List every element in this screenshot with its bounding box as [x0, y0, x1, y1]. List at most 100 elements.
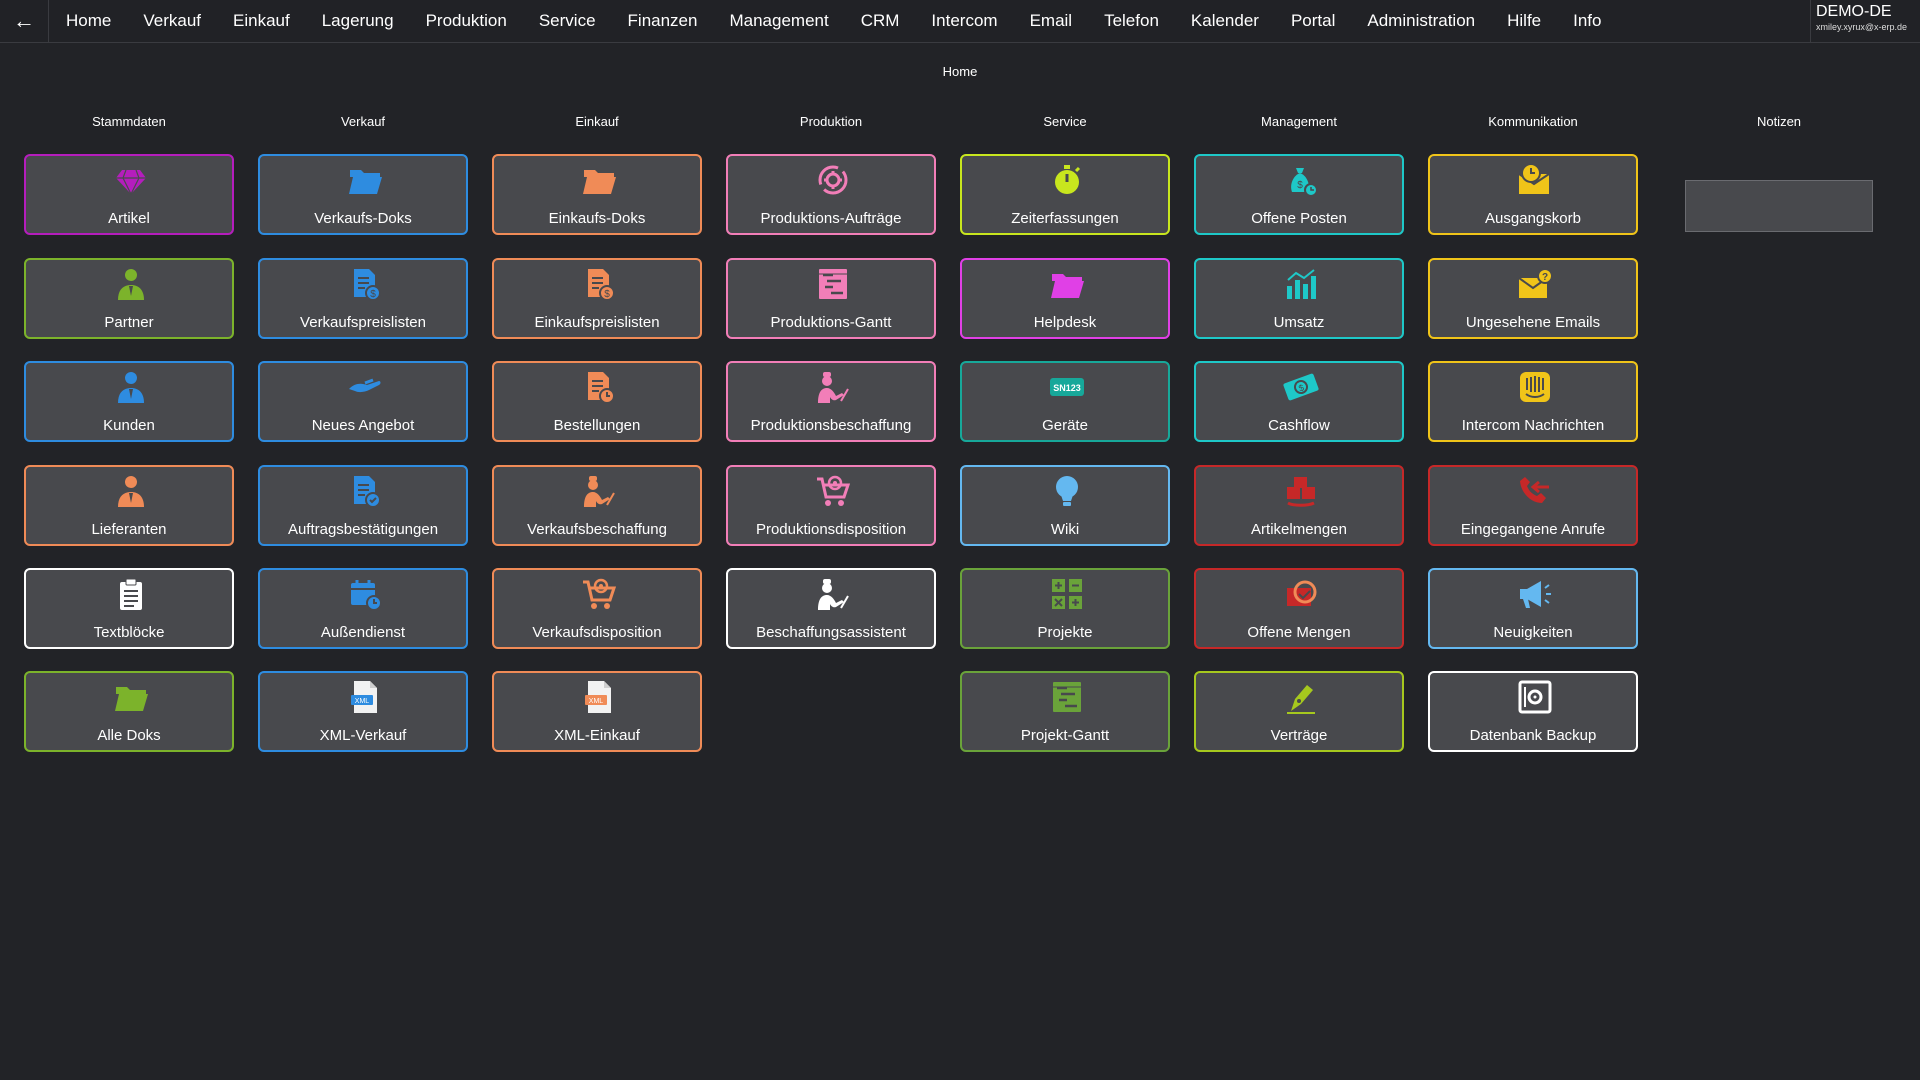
- account-name: DEMO-DE: [1816, 3, 1892, 20]
- tile-cashflow[interactable]: $ Cashflow: [1194, 361, 1404, 442]
- safe-icon: [1518, 680, 1552, 714]
- nav-item-produktion[interactable]: Produktion: [425, 11, 507, 30]
- tile-label: Intercom Nachrichten: [1461, 417, 1605, 434]
- serial-tag-icon: SN123: [1050, 378, 1084, 396]
- tile-verkaufsdisposition[interactable]: Verkaufsdisposition: [492, 568, 702, 649]
- tile-offene-posten[interactable]: $ Offene Posten: [1194, 154, 1404, 235]
- calendar-clock-icon: [351, 580, 382, 611]
- tile-einkaufs-doks[interactable]: Einkaufs-Doks: [492, 154, 702, 235]
- nav-item-hilfe[interactable]: Hilfe: [1507, 11, 1542, 30]
- tile-produktions-gantt[interactable]: Produktions-Gantt: [726, 258, 936, 339]
- tile-label: Kunden: [103, 417, 155, 434]
- tile-helpdesk[interactable]: Helpdesk: [960, 258, 1170, 339]
- account-info[interactable]: DEMO-DE xmiley.xyrux@x-erp.de: [1810, 0, 1920, 42]
- tile-beschaffungsassistent[interactable]: Beschaffungsassistent: [726, 568, 936, 649]
- clipboard-icon: [120, 578, 142, 610]
- tile-alle-doks[interactable]: Alle Doks: [24, 671, 234, 752]
- tile-label: Wiki: [1050, 521, 1080, 538]
- tile-label: Verkaufsdisposition: [532, 624, 662, 641]
- tile-label: Umsatz: [1273, 314, 1325, 331]
- tile-projekt-gantt[interactable]: Projekt-Gantt: [960, 671, 1170, 752]
- tile-kunden[interactable]: Kunden: [24, 361, 234, 442]
- tile-label: Einkaufs-Doks: [548, 210, 646, 227]
- tile-produktionsdisposition[interactable]: Produktionsdisposition: [726, 465, 936, 546]
- folder-icon: [349, 170, 382, 194]
- tile-label: XML-Verkauf: [319, 727, 407, 744]
- tile-artikelmengen[interactable]: Artikelmengen: [1194, 465, 1404, 546]
- folder-icon: [115, 687, 148, 711]
- tile-label: Offene Posten: [1251, 210, 1347, 227]
- nav-item-home[interactable]: Home: [66, 11, 112, 30]
- nav-item-verkauf[interactable]: Verkauf: [143, 11, 202, 30]
- tile-textbloecke[interactable]: Textblöcke: [24, 568, 234, 649]
- tile-label: Produktionsdisposition: [755, 521, 907, 538]
- nav-item-email[interactable]: Email: [1029, 11, 1073, 30]
- back-arrow-icon[interactable]: ←: [0, 0, 49, 42]
- tile-neuigkeiten[interactable]: Neuigkeiten: [1428, 568, 1638, 649]
- tile-partner[interactable]: Partner: [24, 258, 234, 339]
- tile-label: Projekt-Gantt: [1020, 727, 1110, 744]
- tile-datenbank-backup[interactable]: Datenbank Backup: [1428, 671, 1638, 752]
- nav-item-management[interactable]: Management: [729, 11, 829, 30]
- column-stammdaten: Stammdaten: [24, 114, 234, 134]
- gantt-icon: [819, 269, 847, 299]
- nav-item-einkauf[interactable]: Einkauf: [233, 11, 290, 30]
- tile-label: Auftragsbestätigungen: [287, 521, 439, 538]
- tile-verkaufspreislisten[interactable]: $ Verkaufspreislisten: [258, 258, 468, 339]
- tile-verkaufsbeschaffung[interactable]: Verkaufsbeschaffung: [492, 465, 702, 546]
- column-kommunikation: Kommunikation: [1428, 114, 1638, 134]
- folder-icon: [1051, 274, 1084, 298]
- column-header: Stammdaten: [92, 114, 166, 129]
- tile-label: Verkaufsbeschaffung: [527, 521, 667, 538]
- nav-item-finanzen[interactable]: Finanzen: [627, 11, 698, 30]
- nav-item-administration[interactable]: Administration: [1367, 11, 1476, 30]
- column-header: Notizen: [1756, 114, 1802, 129]
- nav-item-info[interactable]: Info: [1573, 11, 1602, 30]
- tile-aussendienst[interactable]: Außendienst: [258, 568, 468, 649]
- tile-produktions-auftraege[interactable]: Produktions-Aufträge: [726, 154, 936, 235]
- tile-offene-mengen[interactable]: Offene Mengen: [1194, 568, 1404, 649]
- tile-produktionsbeschaffung[interactable]: Produktionsbeschaffung: [726, 361, 936, 442]
- tile-projekte[interactable]: Projekte: [960, 568, 1170, 649]
- tile-auftragsbestaetigungen[interactable]: Auftragsbestätigungen: [258, 465, 468, 546]
- tile-einkaufspreislisten[interactable]: $ Einkaufspreislisten: [492, 258, 702, 339]
- tile-zeiterfassungen[interactable]: Zeiterfassungen: [960, 154, 1170, 235]
- nav-item-lagerung[interactable]: Lagerung: [321, 11, 394, 30]
- column-header: Produktion: [799, 114, 863, 129]
- tile-wiki[interactable]: Wiki: [960, 465, 1170, 546]
- tile-xml-einkauf[interactable]: XML XML-Einkauf: [492, 671, 702, 752]
- moneybag-icon: $: [1291, 168, 1318, 197]
- tile-ausgangskorb[interactable]: Ausgangskorb: [1428, 154, 1638, 235]
- tile-intercom-nachrichten[interactable]: Intercom Nachrichten: [1428, 361, 1638, 442]
- nav-item-service[interactable]: Service: [538, 11, 596, 30]
- tile-vertraege[interactable]: Verträge: [1194, 671, 1404, 752]
- svg-text:$: $: [1297, 180, 1303, 191]
- hand-icon: [349, 378, 381, 393]
- grid-plus-icon: [1052, 579, 1082, 609]
- tile-xml-verkauf[interactable]: XML XML-Verkauf: [258, 671, 468, 752]
- tile-lieferanten[interactable]: Lieferanten: [24, 465, 234, 546]
- nav-item-portal[interactable]: Portal: [1290, 11, 1336, 30]
- notes-field[interactable]: [1685, 180, 1873, 232]
- tile-ungesehene-emails[interactable]: ? Ungesehene Emails: [1428, 258, 1638, 339]
- pricelist-icon: $: [588, 269, 615, 301]
- column-header: Kommunikation: [1488, 114, 1578, 129]
- tile-verkaufs-doks[interactable]: Verkaufs-Doks: [258, 154, 468, 235]
- megaphone-icon: [1520, 581, 1551, 608]
- tile-artikel[interactable]: Artikel: [24, 154, 234, 235]
- tile-label: XML-Einkauf: [554, 727, 640, 744]
- nav-item-kalender[interactable]: Kalender: [1190, 11, 1259, 30]
- nav-item-crm[interactable]: CRM: [860, 11, 900, 30]
- tile-umsatz[interactable]: Umsatz: [1194, 258, 1404, 339]
- lightbulb-icon: [1056, 476, 1078, 506]
- tile-label: Produktions-Gantt: [770, 314, 892, 331]
- nav-item-intercom[interactable]: Intercom: [931, 11, 998, 30]
- tile-neues-angebot[interactable]: Neues Angebot: [258, 361, 468, 442]
- nav-item-telefon[interactable]: Telefon: [1104, 11, 1159, 30]
- tile-eingegangene-anrufe[interactable]: Eingegangene Anrufe: [1428, 465, 1638, 546]
- tile-bestellungen[interactable]: Bestellungen: [492, 361, 702, 442]
- account-email: xmiley.xyrux@x-erp.de: [1816, 22, 1907, 32]
- tile-label: Projekte: [1037, 624, 1093, 641]
- tile-geraete[interactable]: SN123 Geräte: [960, 361, 1170, 442]
- doc-check-icon: [354, 476, 381, 508]
